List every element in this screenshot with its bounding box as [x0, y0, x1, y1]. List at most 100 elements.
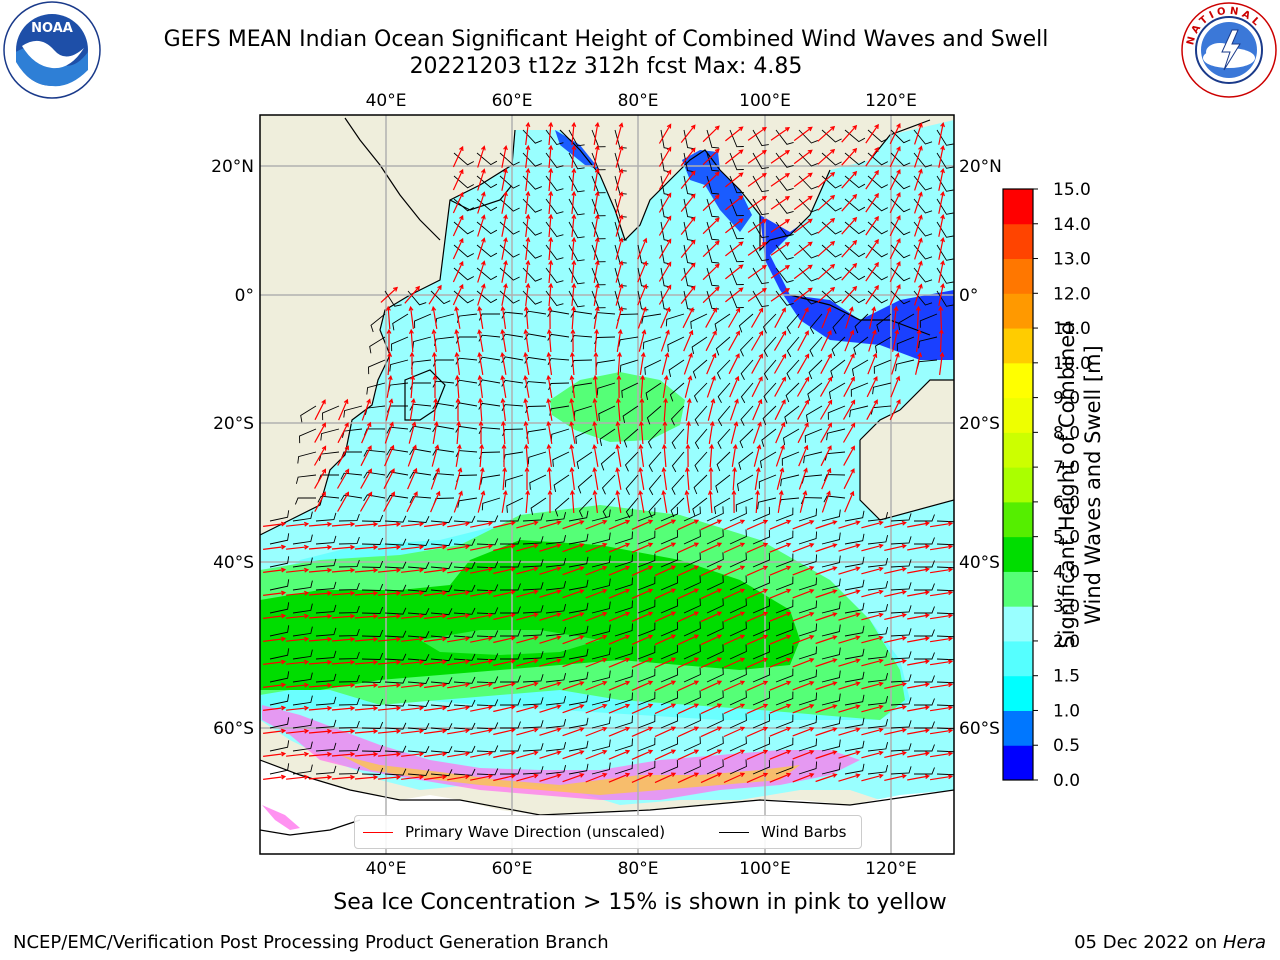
wind-barb: [637, 691, 656, 706]
wave-direction-arrow: [523, 374, 530, 398]
wave-direction-arrow: [930, 774, 954, 781]
wave-direction-arrow: [838, 612, 861, 621]
wind-barb: [914, 652, 935, 660]
wave-direction-arrow: [354, 636, 379, 642]
wave-direction-arrow: [770, 126, 791, 141]
wave-direction-arrow: [725, 149, 744, 165]
wave-direction-arrow: [843, 468, 855, 490]
wave-direction-arrow: [658, 238, 672, 259]
wave-direction-arrow: [680, 170, 696, 189]
wind-barb: [849, 405, 869, 418]
wind-barb: [621, 382, 639, 398]
wind-barb: [545, 741, 567, 752]
wind-barb: [852, 359, 869, 377]
wind-barb: [455, 402, 478, 410]
wave-direction-arrow: [841, 147, 858, 166]
colorbar-tick-label: 1.0: [1053, 701, 1080, 721]
wind-barb: [338, 559, 360, 568]
wave-direction-arrow: [914, 191, 923, 214]
wave-direction-arrow: [354, 705, 379, 711]
wind-barb: [614, 221, 627, 241]
wave-direction-arrow: [702, 240, 720, 258]
wave-direction-arrow: [792, 773, 815, 783]
wind-barb: [545, 580, 567, 591]
wind-barb: [671, 451, 685, 473]
wave-direction-arrow: [770, 172, 791, 187]
wind-barb: [670, 405, 685, 426]
wave-direction-arrow: [539, 727, 562, 736]
wind-barb: [591, 762, 611, 775]
wave-direction-arrow: [452, 145, 464, 168]
wave-direction-arrow: [336, 468, 350, 489]
noaa-logo-text: NOAA: [31, 21, 73, 36]
wind-barb: [269, 671, 290, 683]
colorbar-label-line2: Wind Waves and Swell [m]: [1081, 345, 1105, 625]
wave-direction-arrow: [525, 121, 531, 145]
wind-barb: [876, 313, 892, 332]
wind-barb: [500, 744, 521, 752]
wave-direction-arrow: [769, 680, 792, 691]
wind-barb: [614, 646, 633, 660]
wind-barb: [453, 676, 476, 684]
wave-direction-arrow: [378, 521, 402, 527]
wind-barb: [692, 359, 708, 379]
wave-direction-arrow: [548, 259, 554, 284]
wave-direction-arrow: [380, 286, 399, 303]
wind-barb: [729, 759, 747, 775]
wind-barb: [577, 474, 593, 494]
wave-direction-arrow: [477, 305, 484, 329]
wind-barb: [598, 405, 616, 421]
wave-direction-arrow: [751, 376, 763, 398]
wind-barb: [867, 741, 889, 752]
wave-direction-arrow: [907, 613, 931, 620]
wave-direction-arrow: [638, 420, 644, 445]
wave-direction-arrow: [820, 422, 832, 443]
wave-direction-arrow: [615, 443, 622, 467]
wind-barb: [504, 474, 524, 488]
wind-barb: [614, 669, 633, 683]
wave-direction-arrow: [454, 374, 460, 399]
wave-direction-arrow: [907, 636, 931, 643]
wind-barb: [568, 602, 589, 614]
wind-barb: [476, 745, 499, 753]
wave-direction-arrow: [884, 658, 907, 666]
wave-direction-arrow: [843, 445, 855, 466]
wave-direction-arrow: [843, 376, 855, 397]
wind-barb: [476, 630, 499, 638]
wave-direction-arrow: [838, 773, 861, 782]
wind-barb: [752, 759, 771, 775]
wind-barb: [548, 382, 570, 391]
wave-direction-arrow: [562, 566, 585, 576]
wind-barb: [918, 336, 938, 349]
wave-direction-arrow: [677, 565, 700, 577]
wind-barb: [361, 767, 384, 775]
wave-direction-arrow: [501, 144, 508, 168]
wave-direction-arrow: [792, 566, 815, 576]
wave-direction-arrow: [889, 168, 901, 191]
wave-direction-arrow: [477, 490, 486, 513]
wave-direction-arrow: [562, 773, 585, 783]
wind-barb: [568, 694, 589, 706]
wave-direction-arrow: [769, 703, 792, 714]
wave-direction-arrow: [569, 466, 575, 490]
wave-direction-arrow: [470, 751, 494, 758]
wave-direction-arrow: [746, 519, 769, 530]
wave-direction-arrow: [792, 658, 815, 668]
wind-barb: [591, 509, 611, 522]
wave-direction-arrow: [930, 682, 954, 689]
wind-barb: [821, 647, 841, 660]
wave-direction-arrow: [354, 751, 379, 757]
wave-direction-arrow: [525, 259, 531, 283]
wave-direction-arrow: [608, 772, 631, 783]
wind-barb: [409, 382, 432, 390]
wave-direction-arrow: [907, 774, 931, 781]
wind-barb: [571, 359, 593, 368]
wind-barb: [292, 741, 313, 752]
wave-direction-arrow: [914, 122, 923, 145]
wind-barb: [752, 644, 771, 660]
lon-tick-bottom-40e: 40°E: [366, 859, 407, 879]
wind-barb: [670, 497, 685, 518]
wave-direction-arrow: [593, 282, 600, 306]
wind-barb: [506, 497, 524, 513]
wave-direction-arrow: [731, 489, 737, 514]
